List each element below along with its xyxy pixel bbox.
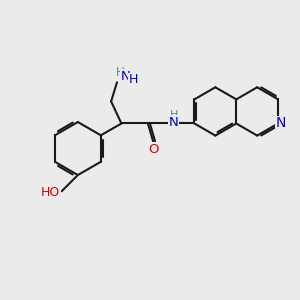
Text: N: N bbox=[121, 70, 131, 83]
Text: N: N bbox=[275, 116, 286, 130]
Text: H: H bbox=[128, 74, 138, 86]
Text: H: H bbox=[116, 66, 124, 79]
Text: H: H bbox=[169, 110, 178, 120]
Text: N: N bbox=[169, 116, 179, 128]
Text: O: O bbox=[148, 142, 158, 156]
Text: HO: HO bbox=[41, 186, 60, 199]
